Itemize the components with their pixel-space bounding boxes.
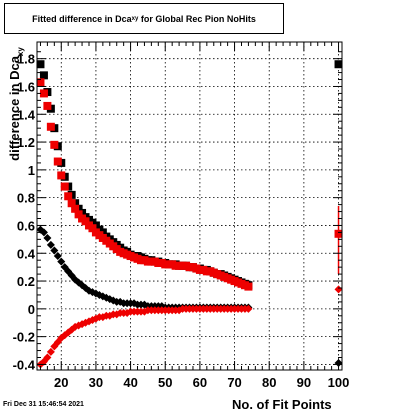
y-tick-label: 0 [28, 302, 35, 317]
y-tick-label: 0.8 [17, 191, 35, 206]
y-tick-label: 0.2 [17, 274, 35, 289]
square-marker-point [36, 60, 45, 69]
square-marker-point [57, 171, 66, 180]
x-tick-label: 30 [89, 375, 103, 390]
square-marker-point [53, 157, 62, 166]
square-marker-point [244, 282, 253, 291]
diamond-marker-point [43, 353, 52, 362]
ylabel-main: difference in Dca [7, 56, 23, 161]
x-tick-label: 20 [54, 375, 68, 390]
y-tick-label: -0.4 [13, 357, 36, 372]
square-marker-point [334, 60, 343, 69]
y-tick-label: -0.2 [13, 330, 35, 345]
diamond-marker-point [57, 257, 66, 266]
y-tick-label: 1 [28, 163, 35, 178]
x-tick-label: 100 [328, 375, 350, 390]
square-marker-point [50, 140, 59, 149]
axis-ticks [37, 42, 342, 370]
title-sub: xy [131, 15, 139, 22]
x-tick-label: 70 [227, 375, 241, 390]
diamond-marker-point [244, 304, 253, 313]
diamond-marker-point [46, 347, 55, 356]
x-axis-label: No. of Fit Points [232, 397, 332, 412]
y-tick-label: 1.2 [17, 135, 35, 150]
y-tick-label: 0.6 [17, 218, 35, 233]
ylabel-sub: xy [15, 47, 25, 57]
tick-labels: 20 30 40 50 60 70 80 90 100 -0.4 -0.2 0 0.2 0.4 0.6 0.8… [13, 52, 350, 390]
square-marker-point [67, 199, 76, 208]
y-tick-label: 1.4 [17, 107, 36, 122]
x-tick-label: 60 [193, 375, 207, 390]
square-marker-point [36, 78, 45, 87]
square-marker-point [71, 204, 80, 213]
diamond-marker-point [43, 233, 52, 242]
square-marker-point [81, 217, 90, 226]
diamond-marker-point [334, 285, 343, 294]
data-marks [36, 60, 343, 369]
square-marker-point [43, 101, 52, 110]
grid-lines [37, 42, 342, 370]
square-marker-point [88, 224, 97, 233]
title-main: Fitted difference in Dca [32, 13, 132, 24]
plot-frame [36, 41, 343, 371]
y-tick-label: 0.4 [17, 246, 36, 261]
chart-title: Fitted difference in Dca xy for Global Re… [4, 3, 284, 34]
x-tick-label: 90 [297, 375, 311, 390]
diamond-marker-point [39, 228, 48, 237]
x-tick-label: 40 [123, 375, 137, 390]
diamond-marker-point [46, 240, 55, 249]
x-tick-label: 50 [158, 375, 172, 390]
y-tick-label: 1.6 [17, 79, 35, 94]
square-marker-point [64, 192, 73, 201]
diamond-marker-point [50, 246, 59, 255]
diamond-marker-point [53, 252, 62, 261]
y-tick-label: 1.8 [17, 52, 35, 67]
y-axis-label: difference in Dcaxy [7, 47, 25, 161]
x-tick-label: 80 [262, 375, 276, 390]
square-marker-point [74, 210, 83, 219]
square-marker-point [60, 182, 69, 191]
square-marker-point [46, 122, 55, 131]
title-rest: for Global Rec Pion NoHits [138, 13, 256, 24]
square-marker-point [39, 71, 48, 80]
timestamp-footer: Fri Dec 31 15:46:54 2021 [3, 401, 84, 408]
square-marker-point [39, 89, 48, 98]
